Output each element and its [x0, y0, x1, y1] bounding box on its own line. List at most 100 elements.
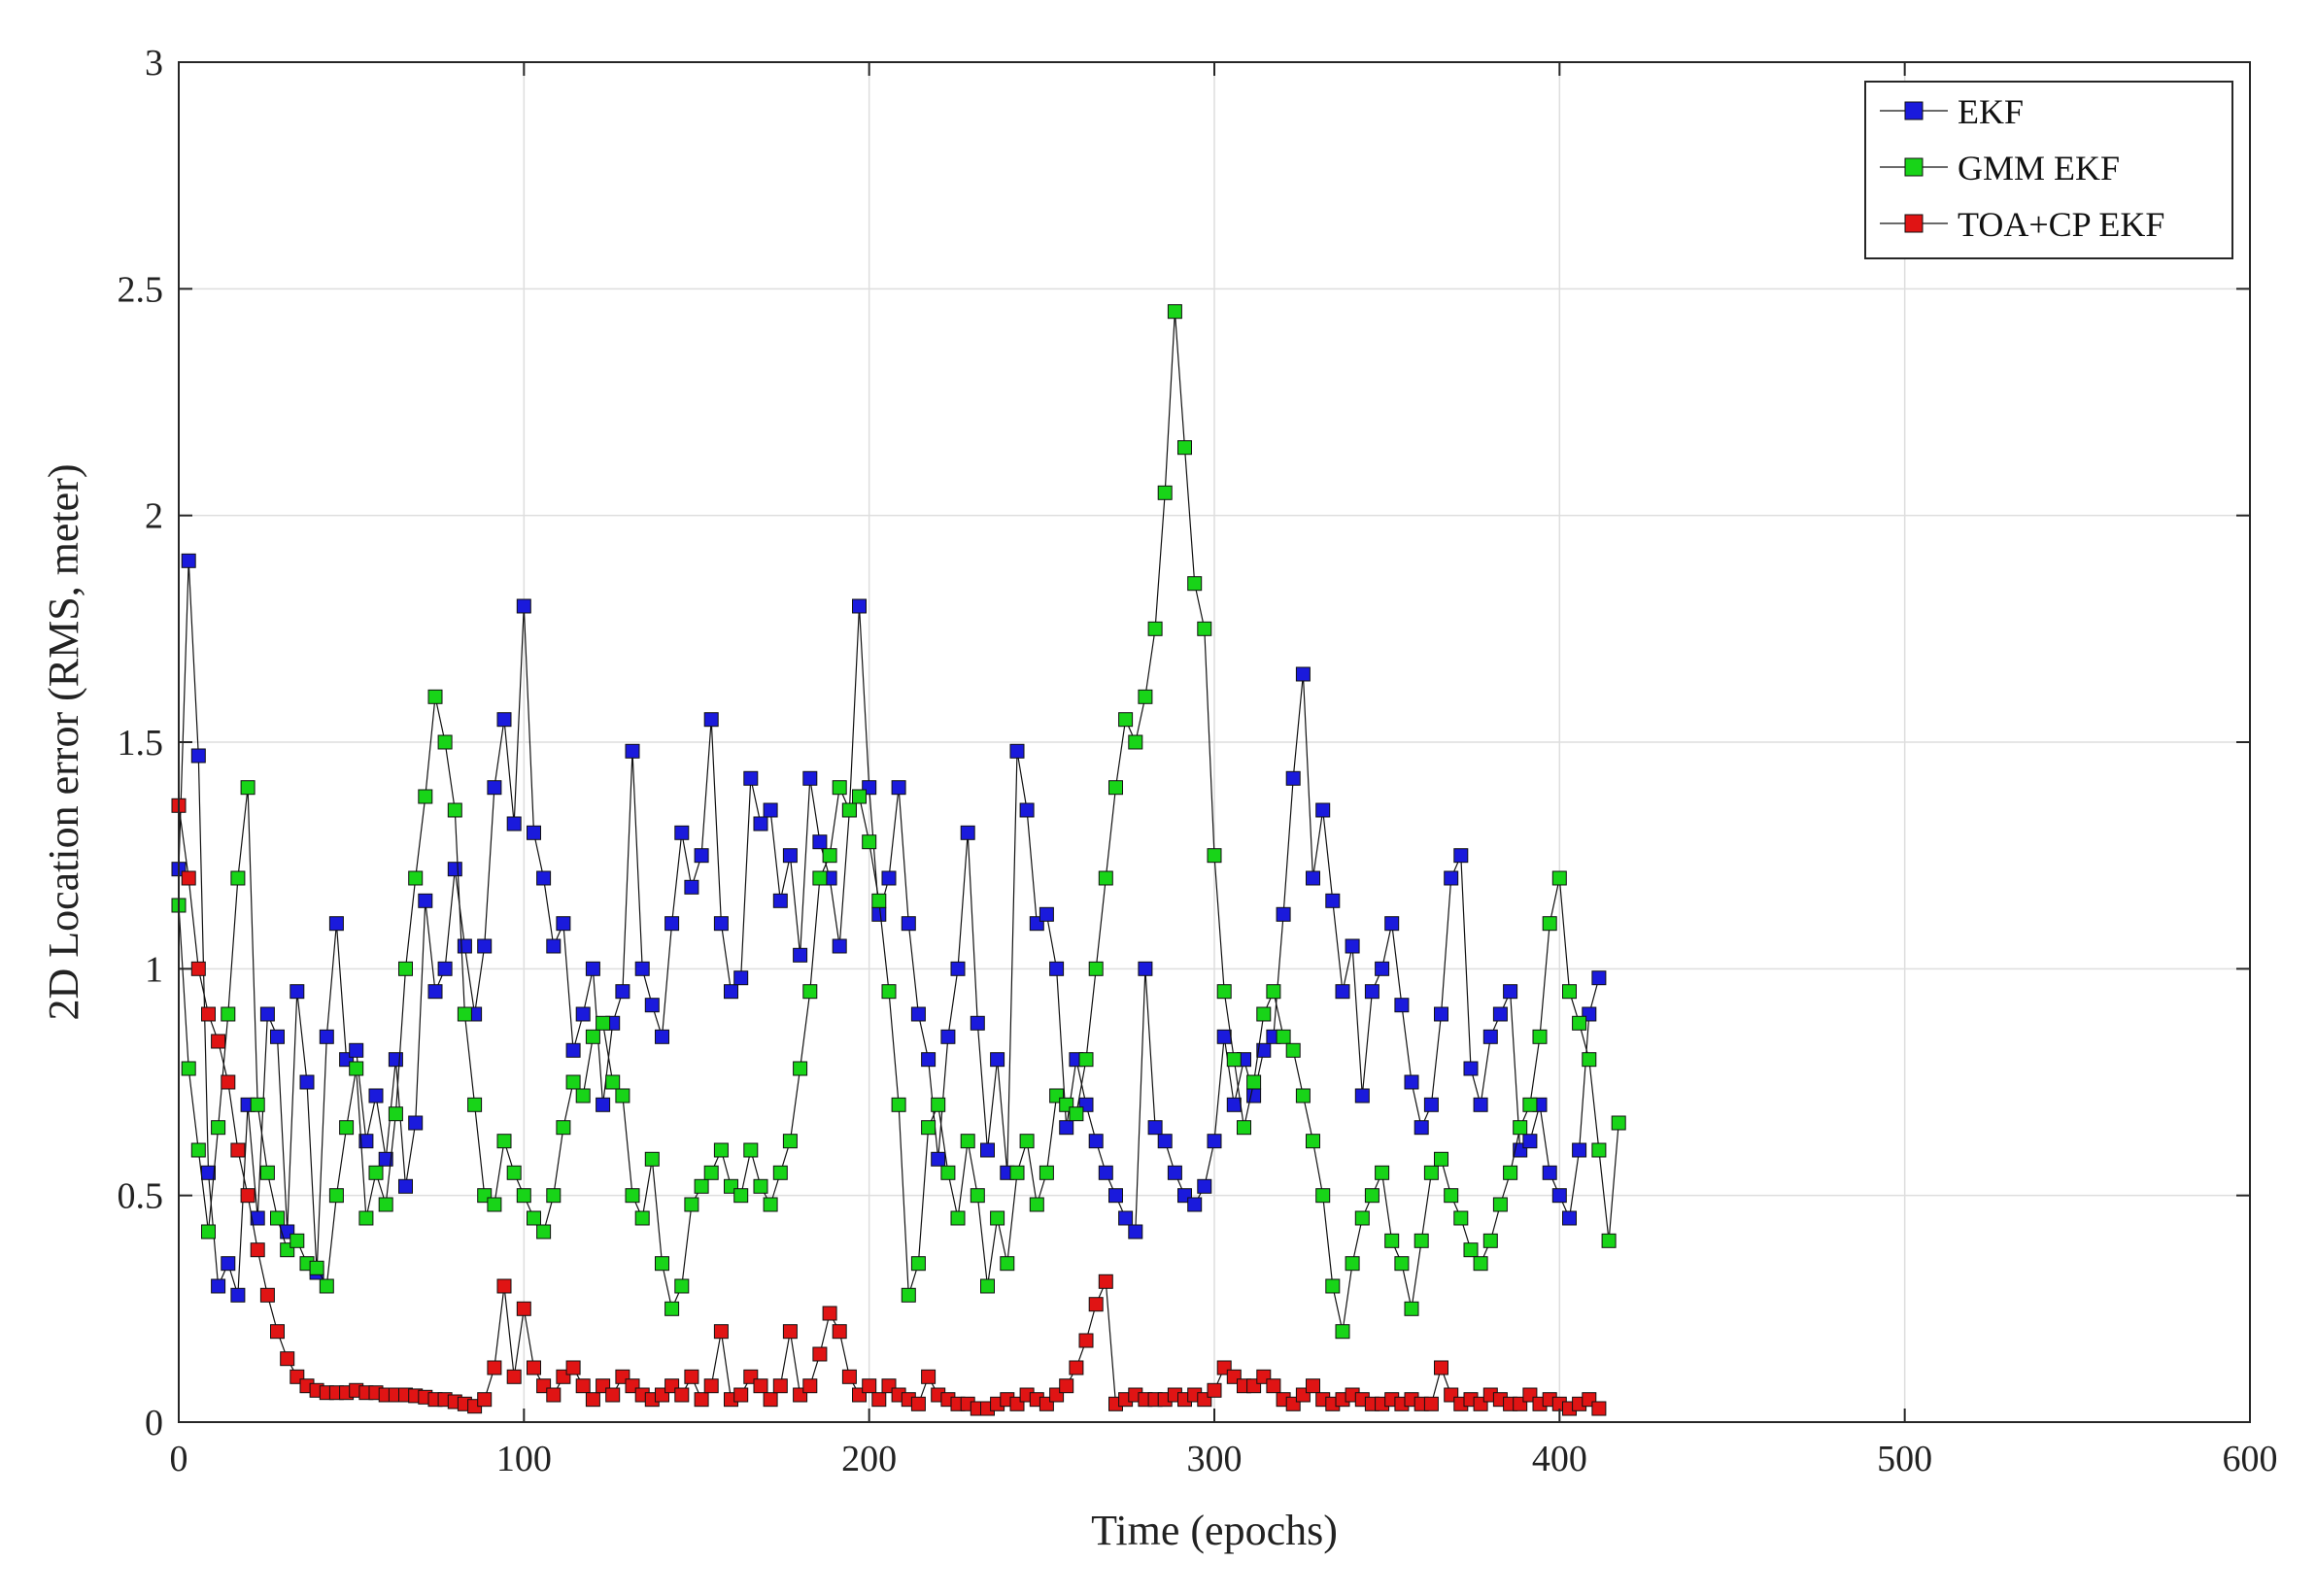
legend-entry-ekf: EKF — [1880, 92, 2024, 131]
data-point — [1246, 1088, 1262, 1104]
data-point — [1394, 998, 1410, 1013]
data-point — [1088, 961, 1104, 976]
data-point — [1572, 1142, 1587, 1158]
data-point — [1306, 870, 1320, 886]
data-point — [1157, 1134, 1173, 1149]
data-point — [694, 1392, 709, 1408]
data-point — [871, 906, 887, 922]
data-point — [408, 1115, 424, 1131]
data-point — [713, 1142, 729, 1158]
data-point — [1049, 961, 1065, 976]
data-point — [349, 1061, 364, 1076]
data-point — [388, 1052, 403, 1068]
data-point — [1098, 870, 1113, 886]
data-point — [802, 770, 818, 786]
data-point — [1423, 1097, 1439, 1112]
data-point — [1423, 1396, 1439, 1411]
data-point — [565, 1074, 581, 1090]
data-point — [437, 961, 453, 976]
data-point — [1276, 1029, 1291, 1044]
data-point — [1197, 621, 1212, 636]
data-point — [181, 553, 196, 568]
data-point — [664, 1301, 680, 1316]
data-point — [743, 1142, 759, 1158]
data-point — [871, 1392, 887, 1408]
data-point — [793, 1061, 808, 1076]
data-point — [536, 870, 552, 886]
data-point — [1434, 1151, 1448, 1167]
data-point — [772, 1165, 788, 1180]
data-point — [1216, 984, 1232, 1000]
data-point — [1503, 1165, 1518, 1180]
data-point — [615, 1088, 630, 1104]
data-point — [546, 938, 562, 954]
data-point — [664, 916, 680, 932]
data-point — [221, 1074, 236, 1090]
data-point — [703, 1165, 719, 1180]
data-point — [644, 1151, 660, 1167]
data-point — [1473, 1256, 1488, 1272]
data-point — [290, 984, 305, 1000]
data-point — [447, 802, 462, 818]
legend-marker-gmm-ekf — [1904, 157, 1924, 177]
data-point — [733, 970, 749, 986]
data-point — [674, 1387, 690, 1403]
data-point — [596, 1097, 611, 1112]
data-point — [1197, 1178, 1212, 1194]
data-point — [398, 961, 413, 976]
data-point — [1069, 1106, 1084, 1122]
data-point — [1098, 1165, 1113, 1180]
data-point — [1335, 984, 1350, 1000]
data-point — [782, 848, 798, 864]
data-point — [496, 712, 512, 728]
data-point — [1029, 1197, 1044, 1212]
data-point — [1434, 1006, 1448, 1022]
data-point — [259, 1006, 275, 1022]
data-point — [910, 1396, 926, 1411]
data-point — [960, 825, 975, 840]
legend-marker-toa-cp-ekf — [1904, 214, 1924, 233]
data-point — [753, 1378, 768, 1394]
data-point — [940, 1029, 956, 1044]
data-point — [1492, 1197, 1508, 1212]
data-point — [506, 816, 522, 832]
data-point — [1591, 1401, 1607, 1416]
data-point — [349, 1042, 364, 1058]
data-point — [733, 1188, 749, 1204]
data-point — [270, 1029, 285, 1044]
data-point — [1375, 961, 1390, 976]
data-point — [655, 1256, 669, 1272]
data-point — [339, 1120, 355, 1136]
x-tick-label: 0 — [170, 1439, 188, 1479]
data-point — [230, 1287, 246, 1303]
x-tick-labels: 0 100 200 300 400 500 600 — [170, 1439, 2278, 1479]
data-point — [270, 1324, 285, 1340]
data-point — [910, 1006, 926, 1022]
x-tick-label: 500 — [1877, 1439, 1932, 1479]
data-point — [368, 1088, 384, 1104]
legend-label-ekf: EKF — [1958, 92, 2024, 131]
data-point — [546, 1188, 562, 1204]
data-point — [1306, 1378, 1320, 1394]
data-point — [1157, 485, 1173, 500]
data-point — [1325, 1278, 1341, 1294]
data-point — [832, 938, 847, 954]
data-point — [1207, 848, 1222, 864]
data-point — [1562, 984, 1577, 1000]
data-point — [841, 802, 857, 818]
data-point — [1039, 906, 1054, 922]
data-point — [684, 1197, 699, 1212]
data-point — [1364, 984, 1379, 1000]
data-point — [1256, 1042, 1272, 1058]
data-point — [240, 1188, 255, 1204]
data-point — [841, 1369, 857, 1384]
data-point — [713, 916, 729, 932]
data-point — [881, 870, 897, 886]
data-point — [782, 1324, 798, 1340]
data-point — [477, 1392, 493, 1408]
data-point — [1315, 802, 1331, 818]
data-point — [457, 1006, 472, 1022]
data-point — [733, 1387, 749, 1403]
data-point — [378, 1197, 393, 1212]
data-point — [1423, 1165, 1439, 1180]
